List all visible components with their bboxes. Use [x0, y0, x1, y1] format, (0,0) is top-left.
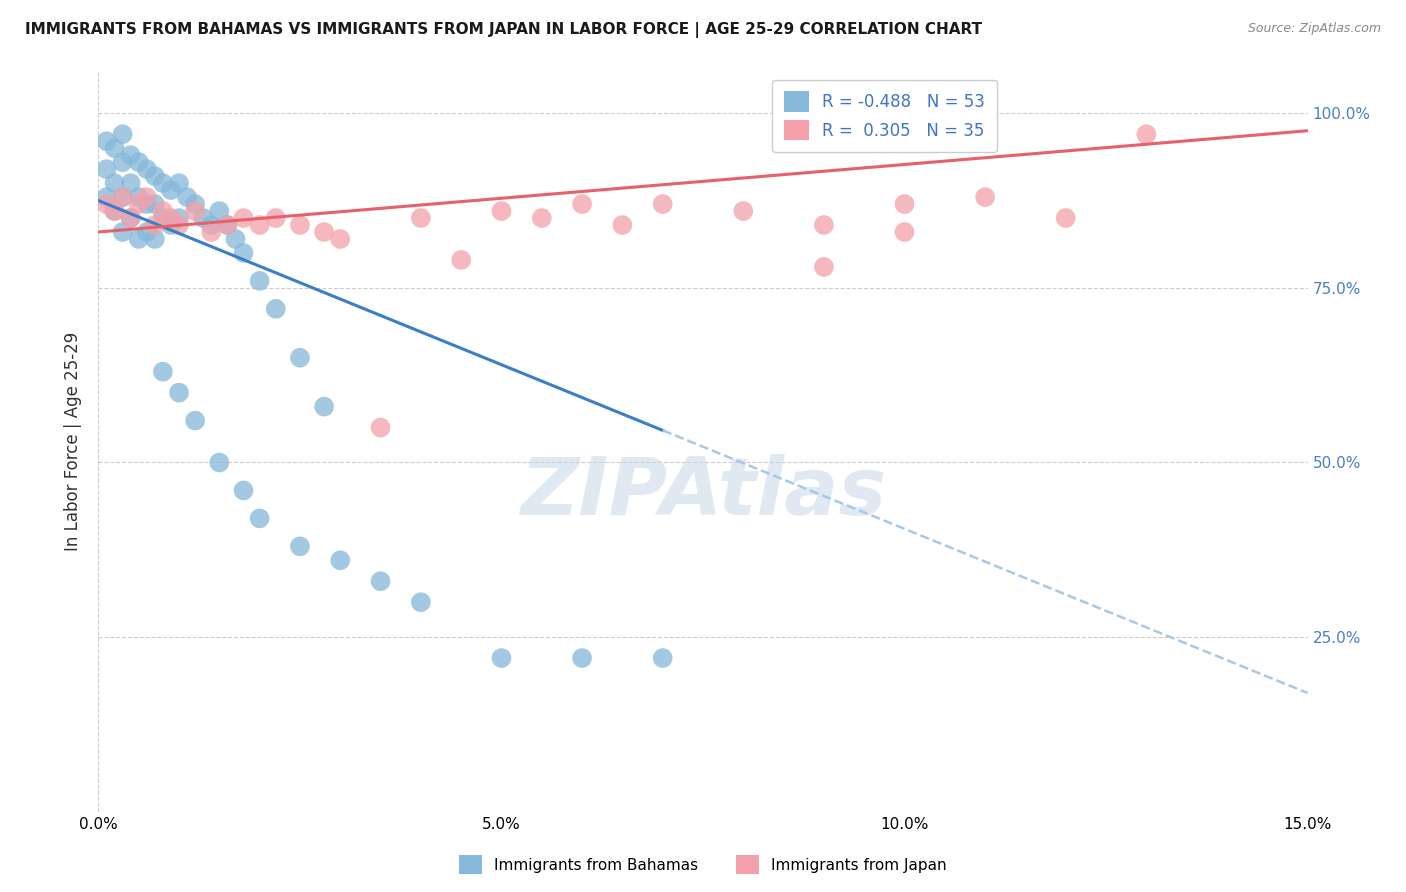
Point — [143, 169, 166, 183]
Point — [208, 455, 231, 469]
Point — [370, 420, 392, 434]
Point — [813, 218, 835, 232]
Point — [893, 225, 915, 239]
Point — [120, 176, 142, 190]
Point — [96, 134, 118, 148]
Point — [167, 385, 190, 400]
Point — [217, 218, 239, 232]
Point — [264, 301, 287, 316]
Point — [288, 218, 311, 232]
Point — [135, 162, 157, 177]
Text: Source: ZipAtlas.com: Source: ZipAtlas.com — [1247, 22, 1381, 36]
Point — [409, 595, 432, 609]
Point — [370, 574, 392, 589]
Point — [288, 539, 311, 553]
Point — [813, 260, 835, 274]
Point — [571, 651, 593, 665]
Point — [314, 400, 336, 414]
Point — [184, 204, 207, 219]
Point — [128, 197, 150, 211]
Point — [152, 204, 174, 219]
Point — [128, 190, 150, 204]
Point — [208, 204, 231, 219]
Point — [249, 274, 271, 288]
Point — [120, 211, 142, 225]
Point — [96, 162, 118, 177]
Point — [135, 225, 157, 239]
Point — [893, 197, 915, 211]
Point — [184, 414, 207, 428]
Point — [128, 232, 150, 246]
Point — [167, 218, 190, 232]
Legend: R = -0.488   N = 53, R =  0.305   N = 35: R = -0.488 N = 53, R = 0.305 N = 35 — [772, 79, 997, 152]
Point — [111, 127, 134, 141]
Point — [176, 190, 198, 204]
Point — [249, 511, 271, 525]
Point — [111, 190, 134, 204]
Point — [167, 211, 190, 225]
Point — [1135, 127, 1157, 141]
Point — [135, 197, 157, 211]
Point — [143, 197, 166, 211]
Point — [135, 190, 157, 204]
Text: ZIPAtlas: ZIPAtlas — [520, 454, 886, 533]
Point — [184, 197, 207, 211]
Point — [612, 218, 634, 232]
Point — [143, 218, 166, 232]
Point — [111, 190, 134, 204]
Point — [974, 190, 997, 204]
Point — [152, 365, 174, 379]
Point — [120, 211, 142, 225]
Point — [733, 204, 755, 219]
Point — [160, 218, 183, 232]
Point — [103, 141, 125, 155]
Point — [329, 232, 352, 246]
Point — [651, 197, 673, 211]
Point — [96, 197, 118, 211]
Point — [200, 225, 222, 239]
Point — [232, 246, 254, 260]
Point — [530, 211, 553, 225]
Point — [571, 197, 593, 211]
Point — [409, 211, 432, 225]
Point — [160, 211, 183, 225]
Point — [232, 211, 254, 225]
Point — [152, 211, 174, 225]
Point — [103, 204, 125, 219]
Point — [103, 204, 125, 219]
Point — [314, 225, 336, 239]
Legend: Immigrants from Bahamas, Immigrants from Japan: Immigrants from Bahamas, Immigrants from… — [453, 849, 953, 880]
Point — [193, 211, 215, 225]
Point — [224, 232, 246, 246]
Point — [111, 225, 134, 239]
Point — [1054, 211, 1077, 225]
Point — [167, 176, 190, 190]
Point — [232, 483, 254, 498]
Point — [160, 183, 183, 197]
Point — [450, 252, 472, 267]
Point — [491, 651, 513, 665]
Point — [651, 651, 673, 665]
Point — [217, 218, 239, 232]
Point — [200, 218, 222, 232]
Point — [491, 204, 513, 219]
Point — [288, 351, 311, 365]
Point — [103, 176, 125, 190]
Point — [264, 211, 287, 225]
Y-axis label: In Labor Force | Age 25-29: In Labor Force | Age 25-29 — [65, 332, 83, 551]
Text: IMMIGRANTS FROM BAHAMAS VS IMMIGRANTS FROM JAPAN IN LABOR FORCE | AGE 25-29 CORR: IMMIGRANTS FROM BAHAMAS VS IMMIGRANTS FR… — [25, 22, 983, 38]
Point — [128, 155, 150, 169]
Point — [249, 218, 271, 232]
Point — [143, 232, 166, 246]
Point — [329, 553, 352, 567]
Point — [111, 155, 134, 169]
Point — [152, 176, 174, 190]
Point — [120, 148, 142, 162]
Point — [96, 190, 118, 204]
